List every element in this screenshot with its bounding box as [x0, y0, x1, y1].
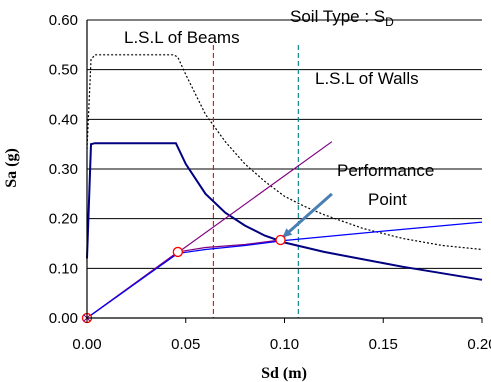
y-tick-label: 0.20	[49, 211, 78, 228]
performance-point-label-1: Performance	[337, 161, 434, 180]
series-group	[86, 54, 483, 319]
x-tick-label: 0.00	[72, 336, 101, 353]
soil-type-subscript: D	[385, 15, 394, 29]
y-axis-title: Sa (g)	[3, 148, 20, 188]
series-spectrum-dotted	[86, 54, 483, 251]
axes	[86, 20, 483, 323]
limit-state-lines	[212, 45, 299, 318]
y-tick-label: 0.10	[49, 260, 78, 277]
performance-point-label-2: Point	[368, 190, 407, 209]
soil-type-text: Soil Type : S	[290, 7, 385, 26]
y-tick-label: 0.30	[49, 161, 78, 178]
x-axis-title: Sd (m)	[261, 365, 307, 382]
lsl-beams-label: L.S.L of Beams	[124, 28, 240, 47]
lsl-walls-label: L.S.L of Walls	[315, 69, 419, 88]
point-marker	[172, 246, 184, 258]
y-tick-label: 0.50	[49, 62, 78, 79]
series-capacity-purple	[86, 239, 281, 319]
x-tick-label: 0.15	[369, 336, 398, 353]
performance-point-arrowhead	[282, 228, 293, 238]
x-tick-label: 0.20	[467, 336, 491, 353]
series-spectrum-reduced	[86, 142, 483, 281]
y-tick-labels: 0.00 0.10 0.20 0.30 0.40 0.50 0.60	[49, 12, 78, 327]
x-tick-label: 0.10	[270, 336, 299, 353]
markers-group	[81, 192, 333, 324]
x-tick-labels: 0.00 0.05 0.10 0.15 0.20	[72, 336, 491, 353]
y-tick-label: 0.00	[49, 310, 78, 327]
y-tick-label: 0.40	[49, 111, 78, 128]
performance-point-arrow	[281, 192, 333, 239]
x-tick-label: 0.05	[171, 336, 200, 353]
point-marker	[275, 234, 286, 246]
soil-type-label: Soil Type : SD	[290, 7, 394, 29]
y-tick-label: 0.60	[49, 12, 78, 29]
